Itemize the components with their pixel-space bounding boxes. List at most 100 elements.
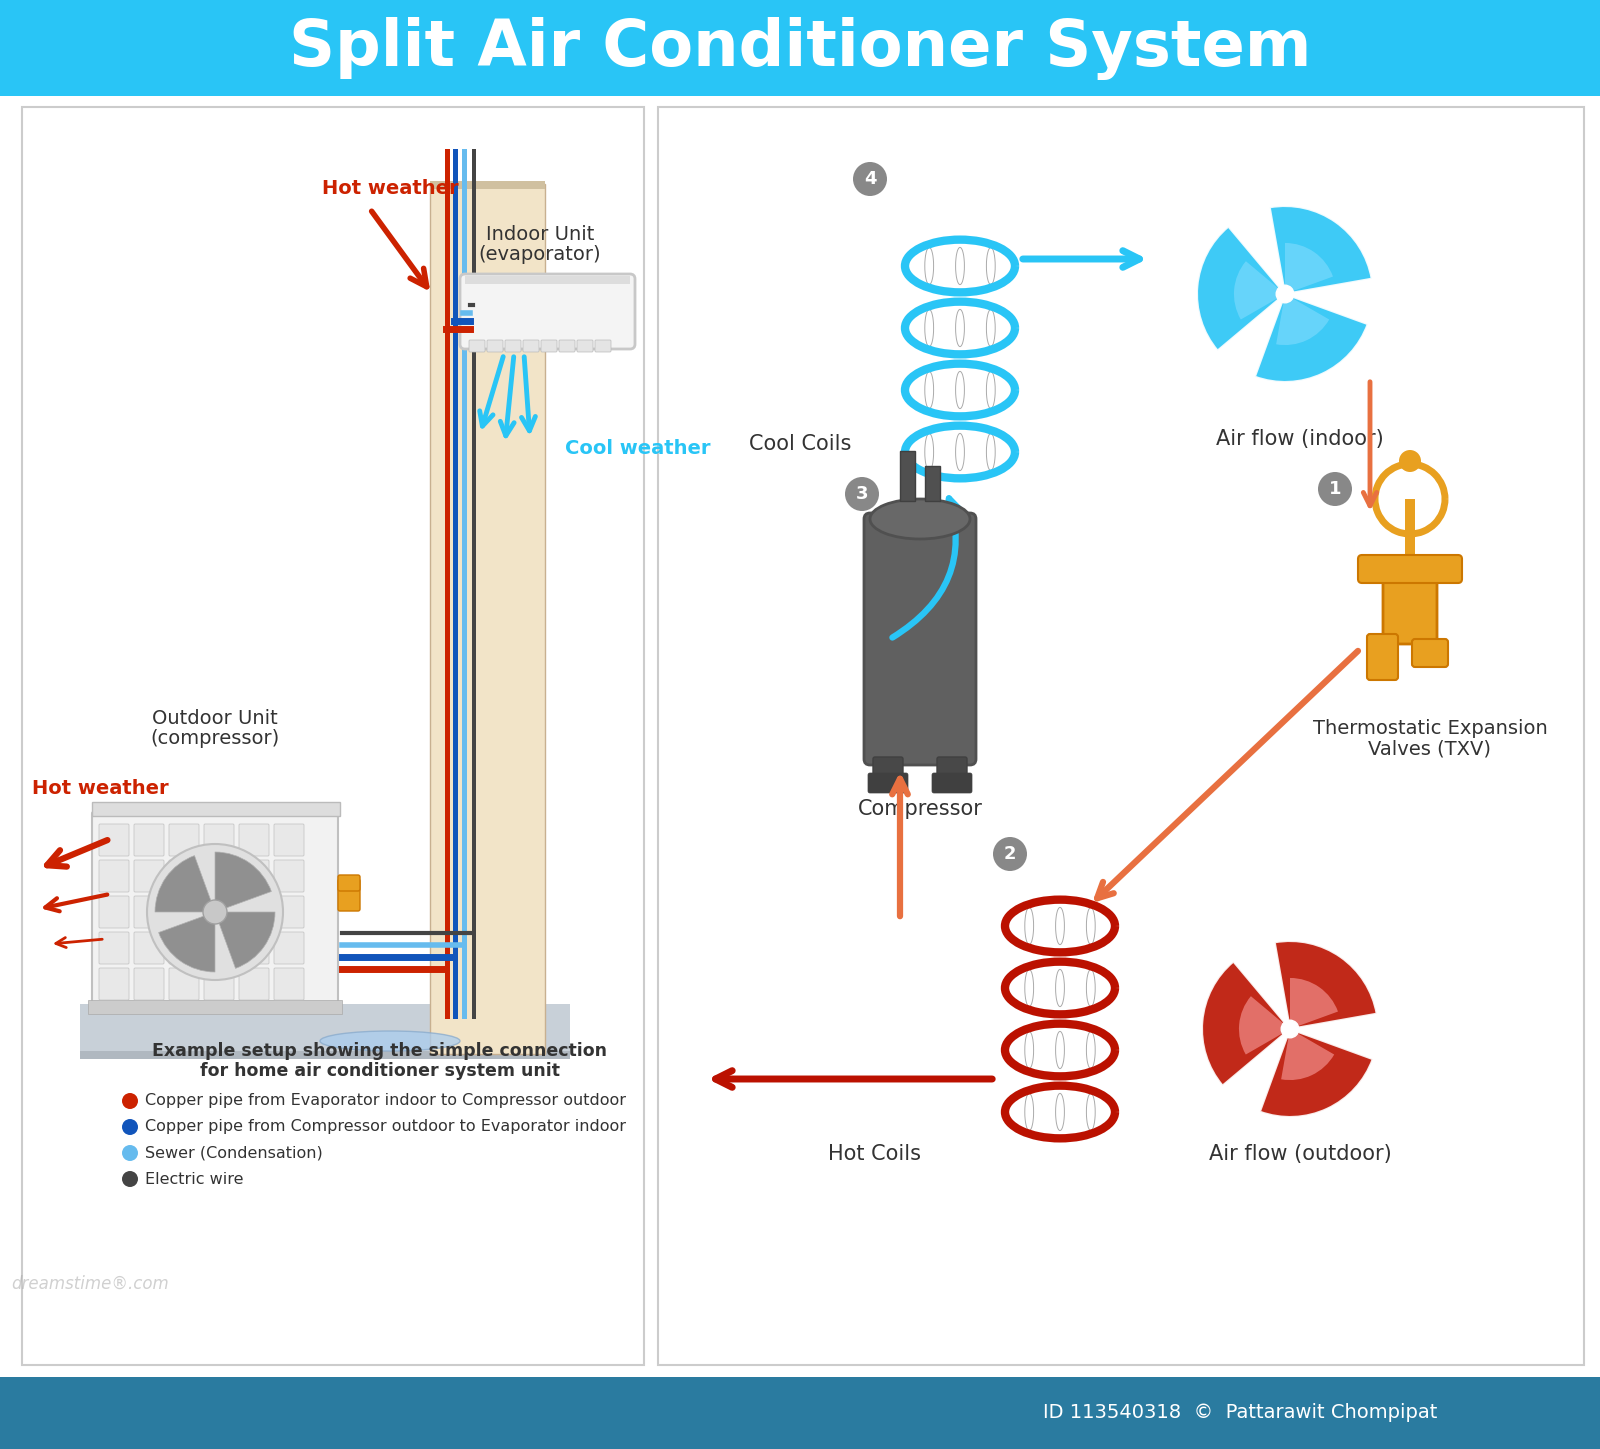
Circle shape (1398, 451, 1421, 472)
Circle shape (1318, 472, 1352, 506)
FancyBboxPatch shape (506, 341, 522, 352)
FancyBboxPatch shape (134, 861, 165, 893)
Text: Cool weather: Cool weather (565, 439, 710, 458)
FancyBboxPatch shape (22, 107, 643, 1365)
FancyBboxPatch shape (453, 149, 458, 1019)
Wedge shape (214, 852, 272, 911)
Circle shape (122, 1145, 138, 1161)
Text: 4: 4 (864, 170, 877, 188)
Text: 3: 3 (856, 485, 869, 503)
Circle shape (994, 838, 1027, 871)
FancyBboxPatch shape (99, 968, 130, 1000)
FancyBboxPatch shape (472, 149, 477, 1019)
Circle shape (122, 1093, 138, 1108)
FancyBboxPatch shape (1382, 559, 1437, 643)
Wedge shape (1270, 206, 1371, 294)
FancyBboxPatch shape (170, 968, 198, 1000)
Wedge shape (1234, 261, 1285, 320)
FancyBboxPatch shape (523, 341, 539, 352)
FancyBboxPatch shape (134, 968, 165, 1000)
Wedge shape (1197, 226, 1285, 351)
FancyBboxPatch shape (899, 451, 915, 501)
Text: Hot weather: Hot weather (32, 780, 168, 798)
FancyBboxPatch shape (205, 895, 234, 927)
Circle shape (1282, 1020, 1299, 1037)
FancyBboxPatch shape (205, 968, 234, 1000)
Ellipse shape (870, 498, 970, 539)
Wedge shape (158, 911, 214, 972)
Wedge shape (1275, 940, 1376, 1029)
FancyBboxPatch shape (99, 824, 130, 856)
FancyBboxPatch shape (99, 932, 130, 964)
Text: Thermostatic Expansion: Thermostatic Expansion (1312, 720, 1547, 739)
Text: Air flow (outdoor): Air flow (outdoor) (1208, 1145, 1392, 1164)
FancyBboxPatch shape (578, 341, 594, 352)
FancyBboxPatch shape (1413, 639, 1448, 667)
Wedge shape (1202, 962, 1290, 1085)
Circle shape (122, 1119, 138, 1135)
FancyBboxPatch shape (0, 1377, 1600, 1449)
Text: Compressor: Compressor (858, 798, 982, 819)
FancyBboxPatch shape (274, 861, 304, 893)
Text: 2: 2 (1003, 845, 1016, 864)
FancyBboxPatch shape (874, 756, 902, 780)
FancyBboxPatch shape (595, 341, 611, 352)
Text: ID 113540318  ©  Pattarawit Chompipat: ID 113540318 © Pattarawit Chompipat (1043, 1404, 1437, 1423)
FancyBboxPatch shape (931, 772, 973, 793)
FancyBboxPatch shape (274, 824, 304, 856)
FancyBboxPatch shape (430, 184, 546, 1053)
FancyBboxPatch shape (486, 341, 502, 352)
Circle shape (853, 162, 886, 196)
FancyBboxPatch shape (170, 861, 198, 893)
Text: 1: 1 (1328, 480, 1341, 498)
Circle shape (1277, 285, 1294, 303)
Text: Split Air Conditioner System: Split Air Conditioner System (290, 16, 1310, 80)
FancyBboxPatch shape (445, 149, 450, 1019)
Text: (evaporator): (evaporator) (478, 245, 602, 264)
Circle shape (845, 477, 878, 511)
FancyBboxPatch shape (466, 275, 630, 284)
FancyBboxPatch shape (462, 149, 467, 1019)
FancyBboxPatch shape (864, 513, 976, 765)
FancyBboxPatch shape (1358, 555, 1462, 582)
FancyBboxPatch shape (134, 932, 165, 964)
FancyBboxPatch shape (134, 824, 165, 856)
FancyBboxPatch shape (205, 861, 234, 893)
FancyBboxPatch shape (430, 181, 546, 188)
Text: Electric wire: Electric wire (146, 1171, 243, 1187)
FancyBboxPatch shape (938, 756, 966, 780)
Text: Air flow (indoor): Air flow (indoor) (1216, 429, 1384, 449)
Wedge shape (155, 855, 214, 911)
FancyBboxPatch shape (80, 1051, 570, 1059)
FancyBboxPatch shape (469, 341, 485, 352)
FancyBboxPatch shape (658, 107, 1584, 1365)
Text: Outdoor Unit: Outdoor Unit (152, 710, 278, 729)
Text: for home air conditioner system unit: for home air conditioner system unit (200, 1062, 560, 1080)
Text: (compressor): (compressor) (150, 729, 280, 749)
FancyBboxPatch shape (541, 341, 557, 352)
Wedge shape (1254, 294, 1368, 383)
Text: Copper pipe from Compressor outdoor to Evaporator indoor: Copper pipe from Compressor outdoor to E… (146, 1120, 626, 1135)
FancyBboxPatch shape (238, 861, 269, 893)
FancyBboxPatch shape (1405, 498, 1414, 567)
Wedge shape (214, 911, 275, 968)
FancyBboxPatch shape (93, 811, 338, 1007)
FancyBboxPatch shape (338, 880, 360, 911)
Wedge shape (1282, 1029, 1334, 1080)
Circle shape (122, 1171, 138, 1187)
Text: dreamstime®.com: dreamstime®.com (11, 1275, 170, 1293)
FancyBboxPatch shape (238, 932, 269, 964)
FancyBboxPatch shape (1366, 635, 1398, 680)
FancyBboxPatch shape (93, 801, 339, 816)
Text: Cool Coils: Cool Coils (749, 435, 851, 454)
Text: Example setup showing the simple connection: Example setup showing the simple connect… (152, 1042, 608, 1061)
FancyBboxPatch shape (461, 274, 635, 349)
FancyBboxPatch shape (274, 895, 304, 927)
Text: Copper pipe from Evaporator indoor to Compressor outdoor: Copper pipe from Evaporator indoor to Co… (146, 1094, 626, 1108)
Wedge shape (1259, 1029, 1373, 1117)
FancyBboxPatch shape (205, 932, 234, 964)
FancyBboxPatch shape (238, 895, 269, 927)
FancyBboxPatch shape (80, 1004, 570, 1059)
FancyBboxPatch shape (88, 1000, 342, 1014)
FancyBboxPatch shape (170, 895, 198, 927)
